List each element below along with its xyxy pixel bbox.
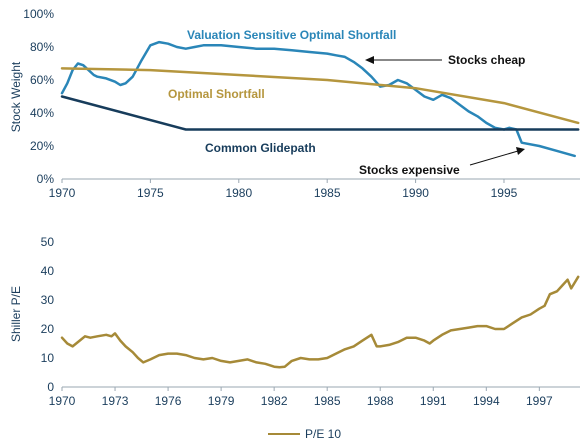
series-line-p-e-10 <box>60 275 580 369</box>
top-x-tick-label: 1970 <box>49 186 76 200</box>
arrowhead-stocks-expensive <box>516 147 525 155</box>
bot-x-tick-label: 1997 <box>526 394 553 408</box>
bot-x-tick-label: 1991 <box>420 394 447 408</box>
series-line-optimal-shortfall <box>60 67 580 125</box>
top-x-tick-label: 1985 <box>314 186 341 200</box>
bot-y-tick-label: 30 <box>41 293 55 307</box>
bot-y-tick-label: 40 <box>41 264 55 278</box>
bot-x-tick-label: 1970 <box>49 394 76 408</box>
shiller-pe-axis-label: Shiller P/E <box>9 286 23 342</box>
bot-x-tick-label: 1994 <box>473 394 500 408</box>
top-y-tick-label: 20% <box>30 139 54 153</box>
arrowhead-stocks-cheap <box>365 56 374 64</box>
top-y-ticks: 0% 20% 40% 60% 80% 100% <box>23 7 54 186</box>
series-line-valuation-sensitive-optimal-shortfall <box>60 40 576 158</box>
stock-weight-chart: Stock Weight 0% 20% 40% 60% 80% 100% 1970 1975… <box>9 7 580 200</box>
bottom-y-ticks: 0 10 20 30 40 50 <box>41 235 55 394</box>
top-x-ticks: 1970 1975 1980 1985 1990 1995 <box>49 179 518 200</box>
top-x-tick-label: 1995 <box>491 186 518 200</box>
top-y-tick-label: 100% <box>23 7 54 21</box>
top-series-group <box>60 40 580 158</box>
legend-label-pe10: P/E 10 <box>305 427 341 441</box>
annotation-stocks-expensive: Stocks expensive <box>359 163 460 177</box>
shiller-pe-chart: Shiller P/E 0 10 20 30 40 50 1970 1973 1976 1979… <box>9 235 580 441</box>
top-y-tick-label: 0% <box>37 172 55 186</box>
bottom-x-ticks: 1970 1973 1976 1979 1982 1985 1988 1991 1994 1997 <box>49 387 553 408</box>
bottom-series-group <box>60 275 580 369</box>
annotation-stocks-cheap: Stocks cheap <box>448 53 525 67</box>
top-y-tick-label: 60% <box>30 73 54 87</box>
top-y-tick-label: 80% <box>30 40 54 54</box>
stock-weight-axis-label: Stock Weight <box>9 61 23 132</box>
bot-x-tick-label: 1985 <box>314 394 341 408</box>
annotation-common-glidepath: Common Glidepath <box>205 141 316 155</box>
annotation-optimal-shortfall: Optimal Shortfall <box>168 87 265 101</box>
top-x-tick-label: 1975 <box>137 186 164 200</box>
bot-x-tick-label: 1988 <box>367 394 394 408</box>
bot-y-tick-label: 0 <box>47 380 54 394</box>
series-line-common-glidepath <box>60 95 580 131</box>
top-x-tick-label: 1990 <box>402 186 429 200</box>
bot-x-tick-label: 1982 <box>261 394 288 408</box>
bot-y-tick-label: 10 <box>41 351 55 365</box>
bot-x-tick-label: 1979 <box>208 394 235 408</box>
bot-x-tick-label: 1973 <box>102 394 129 408</box>
top-y-tick-label: 40% <box>30 106 54 120</box>
arrow-stocks-expensive <box>469 150 519 166</box>
bot-y-tick-label: 20 <box>41 322 55 336</box>
bot-x-tick-label: 1976 <box>155 394 182 408</box>
annotation-valuation-sensitive: Valuation Sensitive Optimal Shortfall <box>187 28 396 42</box>
bot-y-tick-label: 50 <box>41 235 55 249</box>
top-x-tick-label: 1980 <box>225 186 252 200</box>
